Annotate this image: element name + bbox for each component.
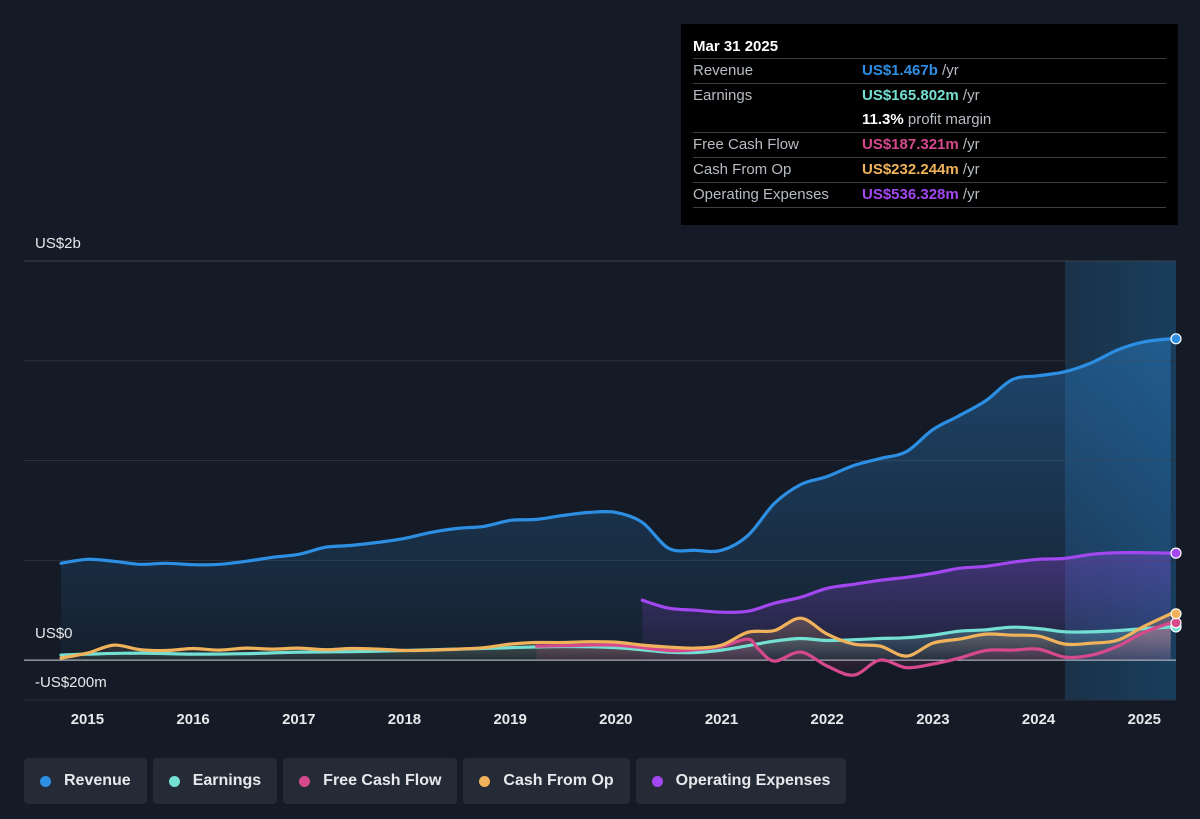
cash-from-op-end-point: [1171, 609, 1181, 619]
legend-item-revenue[interactable]: Revenue: [24, 758, 147, 804]
legend-item-free-cash-flow[interactable]: Free Cash Flow: [283, 758, 457, 804]
x-tick-label: 2023: [916, 711, 949, 728]
x-tick-label: 2024: [1022, 711, 1056, 728]
tooltip-divider: [693, 207, 1166, 209]
chart-legend: Revenue Earnings Free Cash Flow Cash Fro…: [24, 758, 846, 804]
revenue-end-point: [1171, 334, 1181, 344]
y-tick-label: US$0: [35, 625, 73, 642]
legend-label: Earnings: [193, 772, 261, 790]
legend-label: Cash From Op: [503, 772, 613, 790]
tooltip-row-operating-expenses: Operating Expenses US$536.328m /yr: [693, 182, 1166, 207]
tooltip-label: Earnings: [693, 84, 752, 108]
operating-expenses-end-point: [1171, 548, 1181, 558]
legend-item-operating-expenses[interactable]: Operating Expenses: [636, 758, 847, 804]
tooltip-panel: Mar 31 2025 Revenue US$1.467b /yr Earnin…: [681, 24, 1178, 225]
legend-label: Revenue: [64, 772, 131, 790]
tooltip-row-revenue: Revenue US$1.467b /yr: [693, 58, 1166, 83]
legend-dot-icon: [299, 776, 310, 787]
x-tick-label: 2021: [705, 711, 738, 728]
x-tick-label: 2025: [1128, 711, 1161, 728]
tooltip-date: Mar 31 2025: [693, 36, 1166, 58]
legend-item-cash-from-op[interactable]: Cash From Op: [463, 758, 629, 804]
tooltip-label: Operating Expenses: [693, 183, 829, 207]
tooltip-value: US$232.244m /yr: [862, 158, 980, 182]
legend-dot-icon: [169, 776, 180, 787]
tooltip-value: US$187.321m /yr: [862, 133, 980, 157]
tooltip-value: US$536.328m /yr: [862, 183, 980, 207]
x-tick-label: 2016: [176, 711, 209, 728]
tooltip-value: 11.3% profit margin: [862, 108, 991, 132]
x-axis-labels: 2015 2016 2017 2018 2019 2020 2021 2022 2023 2024…: [71, 711, 1161, 728]
x-tick-label: 2015: [71, 711, 104, 728]
legend-dot-icon: [652, 776, 663, 787]
x-tick-label: 2022: [811, 711, 844, 728]
tooltip-row-cash-from-op: Cash From Op US$232.244m /yr: [693, 157, 1166, 182]
tooltip-row-profit-margin: 11.3% profit margin: [693, 108, 1166, 132]
legend-dot-icon: [479, 776, 490, 787]
legend-item-earnings[interactable]: Earnings: [153, 758, 277, 804]
legend-dot-icon: [40, 776, 51, 787]
x-tick-label: 2018: [388, 711, 421, 728]
x-tick-label: 2019: [493, 711, 526, 728]
tooltip-label: Cash From Op: [693, 158, 791, 182]
legend-label: Operating Expenses: [676, 772, 831, 790]
tooltip-label: Free Cash Flow: [693, 133, 799, 157]
x-tick-label: 2020: [599, 711, 632, 728]
y-tick-label: -US$200m: [35, 674, 107, 691]
x-tick-label: 2017: [282, 711, 315, 728]
tooltip-value: US$1.467b /yr: [862, 59, 959, 83]
tooltip-row-free-cash-flow: Free Cash Flow US$187.321m /yr: [693, 132, 1166, 157]
tooltip-label: Revenue: [693, 59, 753, 83]
legend-label: Free Cash Flow: [323, 772, 441, 790]
y-tick-label: US$2b: [35, 235, 81, 252]
tooltip-value: US$165.802m /yr: [862, 84, 980, 108]
series-areas: [61, 339, 1171, 675]
tooltip-row-earnings: Earnings US$165.802m /yr: [693, 83, 1166, 108]
